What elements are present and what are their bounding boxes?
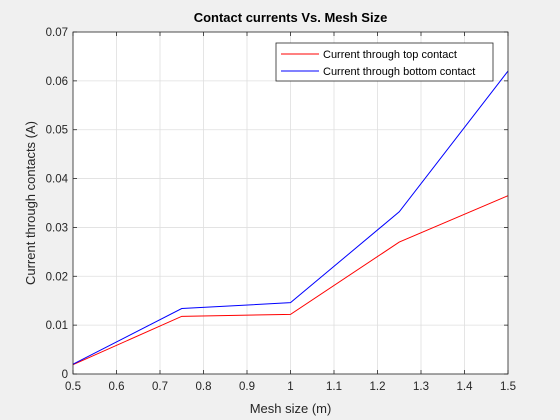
y-tick-label: 0.04: [46, 174, 69, 186]
y-tick-label: 0.03: [46, 222, 68, 234]
y-tick-label: 0.02: [46, 271, 68, 283]
y-tick-label: 0.01: [46, 320, 68, 332]
x-tick-label: 1: [287, 381, 293, 393]
x-tick-label: 0.7: [152, 381, 168, 393]
legend: Current through top contact Current thro…: [276, 43, 493, 81]
y-axis-label: Current through contacts (A): [23, 121, 38, 285]
x-tick-label: 1.5: [500, 381, 516, 393]
y-tick-label: 0.06: [46, 76, 68, 88]
y-tick-label: 0.07: [46, 27, 68, 39]
legend-label-bottom-contact: Current through bottom contact: [323, 66, 475, 78]
x-tick-label: 1.2: [370, 381, 386, 393]
x-tick-label: 1.1: [326, 381, 342, 393]
legend-label-top-contact: Current through top contact: [323, 49, 457, 61]
x-axis-label: Mesh size (m): [250, 401, 332, 416]
x-tick-label: 0.8: [196, 381, 212, 393]
y-tick-label: 0.05: [46, 125, 68, 137]
x-tick-label: 1.3: [413, 381, 429, 393]
x-tick-label: 0.9: [239, 381, 255, 393]
x-tick-label: 0.5: [65, 381, 81, 393]
y-tick-label: 0: [62, 369, 68, 381]
chart-title: Contact currents Vs. Mesh Size: [194, 10, 388, 25]
x-tick-label: 1.4: [457, 381, 474, 393]
x-tick-label: 0.6: [109, 381, 125, 393]
